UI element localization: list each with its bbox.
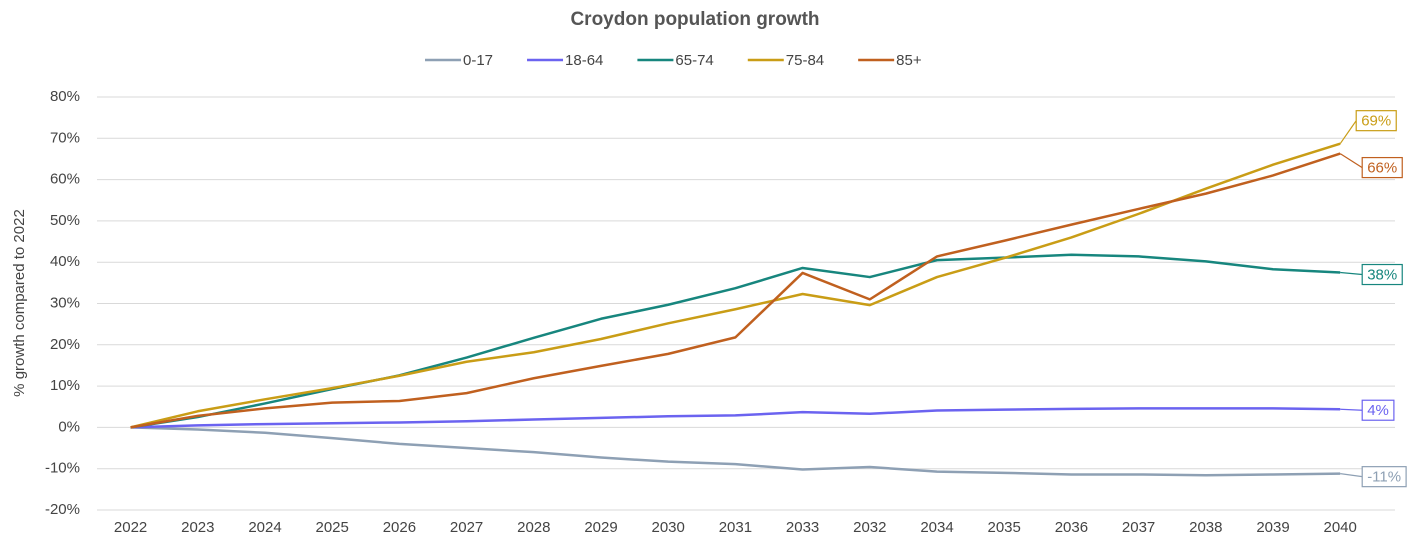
y-tick-label: 80%: [50, 88, 80, 105]
x-tick-label: 2033: [786, 519, 819, 536]
x-tick-label: 2028: [517, 519, 550, 536]
data-label: 69%: [1361, 113, 1391, 130]
x-tick-label: 2034: [920, 519, 953, 536]
data-label: 4%: [1367, 402, 1389, 419]
x-tick-label: 2031: [719, 519, 752, 536]
legend-label: 65-74: [675, 52, 713, 69]
y-tick-label: 70%: [50, 129, 80, 146]
label-connector: [1339, 120, 1357, 145]
x-tick-label: 2036: [1055, 519, 1088, 536]
y-tick-label: 20%: [50, 336, 80, 353]
x-tick-label: 2026: [383, 519, 416, 536]
y-tick-label: -20%: [45, 501, 80, 518]
x-tick-label: 2024: [248, 519, 281, 536]
label-connector: [1340, 271, 1363, 276]
series-line: [130, 142, 1341, 429]
x-tick-label: 2029: [584, 519, 617, 536]
label-box: [1361, 466, 1407, 488]
x-tick-label: 2030: [652, 519, 685, 536]
label-connector: [1340, 408, 1363, 411]
y-tick-label: 30%: [50, 294, 80, 311]
chart-title: Croydon population growth: [570, 9, 819, 30]
x-tick-label: 2025: [316, 519, 349, 536]
x-tick-label: 2027: [450, 519, 483, 536]
x-tick-label: 2023: [181, 519, 214, 536]
label-connector: [1339, 153, 1363, 169]
x-tick-label: 2039: [1256, 519, 1289, 536]
y-tick-label: 40%: [50, 253, 80, 270]
x-tick-label: 2022: [114, 519, 147, 536]
y-tick-label: 0%: [58, 418, 80, 435]
x-tick-label: 2038: [1189, 519, 1222, 536]
data-label: 66%: [1367, 160, 1397, 177]
y-axis-label: % growth compared to 2022: [11, 209, 28, 397]
y-tick-label: -10%: [45, 460, 80, 477]
legend-label: 85+: [896, 52, 922, 69]
x-tick-label: 2035: [988, 519, 1021, 536]
label-connector: [1340, 473, 1363, 478]
series-line: [130, 407, 1341, 429]
x-tick-label: 2032: [853, 519, 886, 536]
series-line: [130, 426, 1341, 477]
label-box: [1361, 156, 1403, 179]
y-tick-label: 50%: [50, 212, 80, 229]
data-label: -11%: [1367, 469, 1401, 486]
series-line: [130, 253, 1341, 429]
legend-label: 75-84: [786, 52, 824, 69]
y-tick-label: 10%: [50, 377, 80, 394]
series-line: [130, 152, 1341, 429]
legend-label: 0-17: [463, 52, 493, 69]
label-box: [1361, 263, 1403, 286]
x-tick-label: 2040: [1324, 519, 1357, 536]
x-tick-label: 2037: [1122, 519, 1155, 536]
y-tick-label: 60%: [50, 171, 80, 188]
legend-label: 18-64: [565, 52, 603, 69]
label-box: [1355, 110, 1397, 132]
label-box: [1361, 399, 1395, 421]
data-label: 38%: [1367, 266, 1397, 283]
